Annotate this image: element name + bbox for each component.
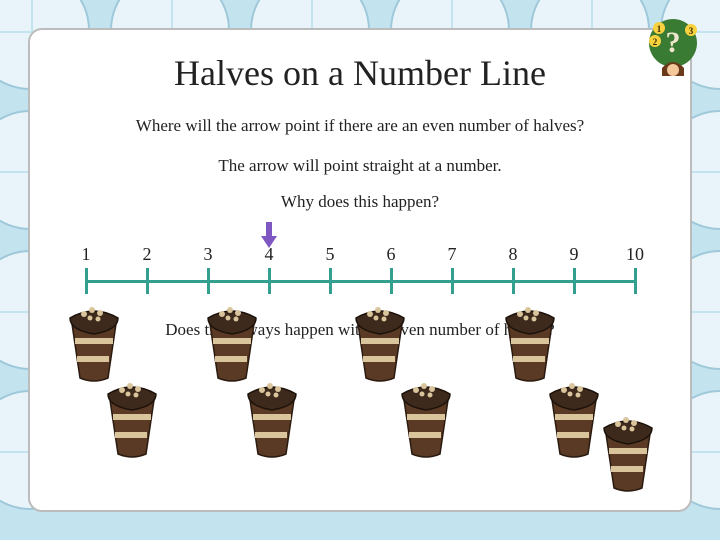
number-line-label: 1	[74, 244, 98, 265]
badge-num-1: 1	[657, 24, 662, 34]
number-line-label: 9	[562, 244, 586, 265]
number-line: 12345678910	[86, 244, 638, 300]
number-line-label: 8	[501, 244, 525, 265]
number-line-tick	[512, 268, 515, 294]
number-line-label: 4	[257, 244, 281, 265]
content-card: Halves on a Number Line Where will the a…	[28, 28, 692, 512]
number-line-axis	[86, 280, 635, 283]
number-line-tick	[146, 268, 149, 294]
question-3: Does this always happen with an even num…	[30, 320, 690, 340]
number-line-label: 2	[135, 244, 159, 265]
number-line-tick	[573, 268, 576, 294]
badge-num-3: 3	[689, 26, 694, 36]
number-line-tick	[85, 268, 88, 294]
answer-1: The arrow will point straight at a numbe…	[30, 156, 690, 176]
number-line-label: 3	[196, 244, 220, 265]
badge-num-2: 2	[653, 37, 658, 47]
svg-text:?: ?	[666, 26, 681, 59]
slide-title: Halves on a Number Line	[30, 52, 690, 94]
number-line-label: 10	[623, 244, 647, 265]
number-line-tick	[390, 268, 393, 294]
number-line-tick	[634, 268, 637, 294]
number-line-label: 6	[379, 244, 403, 265]
number-line-tick	[268, 268, 271, 294]
question-2: Why does this happen?	[30, 192, 690, 212]
number-line-tick	[451, 268, 454, 294]
number-line-label: 7	[440, 244, 464, 265]
question-1: Where will the arrow point if there are …	[30, 116, 690, 136]
thinking-badge-icon: ? 1 2 3	[644, 18, 702, 76]
number-line-tick	[207, 268, 210, 294]
number-line-tick	[329, 268, 332, 294]
number-line-label: 5	[318, 244, 342, 265]
